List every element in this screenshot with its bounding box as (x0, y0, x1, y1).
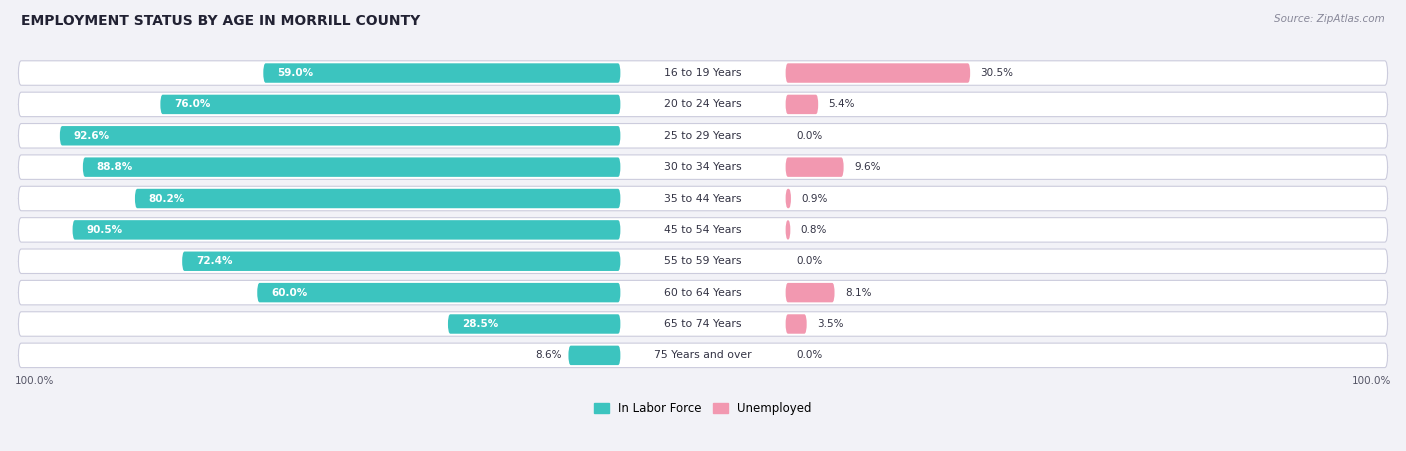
FancyBboxPatch shape (18, 61, 1388, 85)
Text: 59.0%: 59.0% (277, 68, 314, 78)
FancyBboxPatch shape (263, 63, 620, 83)
FancyBboxPatch shape (786, 220, 790, 239)
Text: 75 Years and over: 75 Years and over (654, 350, 752, 360)
FancyBboxPatch shape (786, 189, 792, 208)
FancyBboxPatch shape (18, 281, 1388, 305)
Text: 16 to 19 Years: 16 to 19 Years (664, 68, 742, 78)
FancyBboxPatch shape (257, 283, 620, 302)
Text: 88.8%: 88.8% (97, 162, 132, 172)
FancyBboxPatch shape (83, 157, 620, 177)
FancyBboxPatch shape (18, 92, 1388, 117)
Text: 35 to 44 Years: 35 to 44 Years (664, 193, 742, 203)
FancyBboxPatch shape (18, 249, 1388, 273)
Text: 90.5%: 90.5% (86, 225, 122, 235)
FancyBboxPatch shape (73, 220, 620, 239)
Text: 0.8%: 0.8% (801, 225, 827, 235)
Text: 55 to 59 Years: 55 to 59 Years (664, 256, 742, 266)
Text: 72.4%: 72.4% (195, 256, 232, 266)
FancyBboxPatch shape (183, 252, 620, 271)
Text: 0.9%: 0.9% (801, 193, 828, 203)
Text: 65 to 74 Years: 65 to 74 Years (664, 319, 742, 329)
Text: 20 to 24 Years: 20 to 24 Years (664, 99, 742, 110)
Text: 9.6%: 9.6% (853, 162, 880, 172)
Text: 92.6%: 92.6% (73, 131, 110, 141)
Text: 60 to 64 Years: 60 to 64 Years (664, 288, 742, 298)
FancyBboxPatch shape (786, 95, 818, 114)
Text: 60.0%: 60.0% (271, 288, 307, 298)
FancyBboxPatch shape (160, 95, 620, 114)
Text: 25 to 29 Years: 25 to 29 Years (664, 131, 742, 141)
FancyBboxPatch shape (786, 157, 844, 177)
Text: 5.4%: 5.4% (828, 99, 855, 110)
Text: 30 to 34 Years: 30 to 34 Years (664, 162, 742, 172)
Text: 100.0%: 100.0% (1351, 376, 1391, 386)
FancyBboxPatch shape (18, 343, 1388, 368)
Text: 80.2%: 80.2% (149, 193, 184, 203)
Text: 0.0%: 0.0% (796, 256, 823, 266)
Text: 3.5%: 3.5% (817, 319, 844, 329)
Text: 0.0%: 0.0% (796, 131, 823, 141)
FancyBboxPatch shape (18, 155, 1388, 179)
Text: 8.1%: 8.1% (845, 288, 872, 298)
Text: 76.0%: 76.0% (174, 99, 211, 110)
FancyBboxPatch shape (786, 63, 970, 83)
Text: 28.5%: 28.5% (461, 319, 498, 329)
Text: EMPLOYMENT STATUS BY AGE IN MORRILL COUNTY: EMPLOYMENT STATUS BY AGE IN MORRILL COUN… (21, 14, 420, 28)
FancyBboxPatch shape (18, 218, 1388, 242)
FancyBboxPatch shape (568, 345, 620, 365)
Text: Source: ZipAtlas.com: Source: ZipAtlas.com (1274, 14, 1385, 23)
Text: 100.0%: 100.0% (15, 376, 55, 386)
Text: 0.0%: 0.0% (796, 350, 823, 360)
Text: 45 to 54 Years: 45 to 54 Years (664, 225, 742, 235)
FancyBboxPatch shape (449, 314, 620, 334)
Legend: In Labor Force, Unemployed: In Labor Force, Unemployed (589, 397, 817, 420)
FancyBboxPatch shape (786, 283, 835, 302)
FancyBboxPatch shape (135, 189, 620, 208)
FancyBboxPatch shape (18, 124, 1388, 148)
FancyBboxPatch shape (18, 312, 1388, 336)
Text: 30.5%: 30.5% (980, 68, 1014, 78)
FancyBboxPatch shape (18, 186, 1388, 211)
FancyBboxPatch shape (786, 314, 807, 334)
Text: 8.6%: 8.6% (536, 350, 561, 360)
FancyBboxPatch shape (60, 126, 620, 146)
